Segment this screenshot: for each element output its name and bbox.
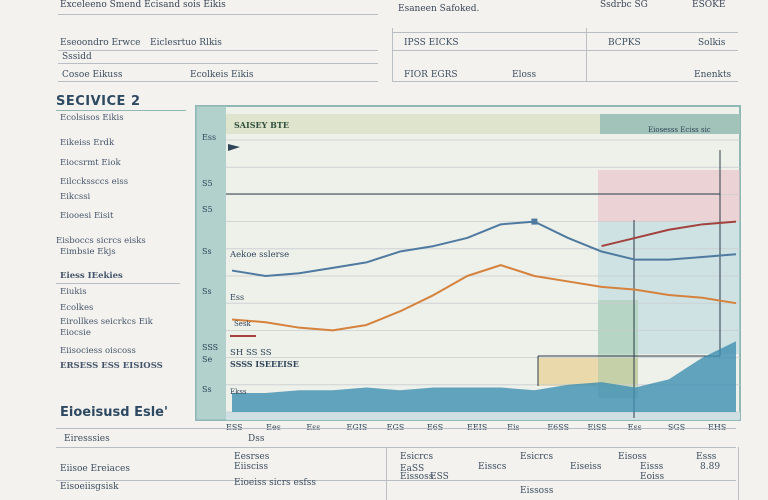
chart-ytick-label: SSS [202, 343, 218, 352]
sidebar-title: SECIVICE 2 [56, 94, 141, 109]
sidebar-group-item: ERSESS ESS EISIOSS [60, 361, 163, 371]
chart-annotation: SH SS SS [230, 348, 272, 358]
bottom-col-label: Eisoss [618, 452, 647, 462]
top-table-rule [392, 50, 738, 51]
bottom-item: Eisoeiisgsisk [60, 482, 119, 492]
top-table-row-label: Sssidd [62, 52, 92, 62]
sidebar-group-title: Eiess IEekies [60, 271, 123, 281]
sidebar-item: Eikcssi [60, 192, 91, 202]
sidebar-item: Eiooesi Eisit [60, 211, 114, 221]
sidebar-item: Eikeiss Erdk [60, 138, 115, 148]
bottom-cell: Eoiss [640, 472, 665, 482]
sidebar-item: Eiocsrmt Eiok [60, 158, 121, 168]
sidebar-group-item: Eiukis [60, 287, 87, 297]
bottom-item: Eiisoe Ereiaces [60, 464, 130, 474]
top-table-cell: Eloss [512, 70, 537, 80]
top-table-header-col-1: Ssdrbc SG [600, 0, 648, 10]
chart-ytick-label: Ess [202, 133, 216, 142]
bottom-col-label: Esicrcs [520, 452, 554, 462]
chart-annotation: Aekoe sslerse [229, 250, 289, 260]
bottom-cell: Eiisciss [234, 462, 269, 472]
top-table-header-left: Exceleeno Smend Ecisand sois Eikis [60, 0, 226, 10]
sidebar-item: Eimbsie Ekjs [60, 247, 116, 257]
bottom-rule [56, 428, 736, 429]
bottom-divider [738, 447, 739, 500]
sidebar-title-rule [56, 110, 186, 111]
series-line-orange [231, 264, 737, 332]
top-table-row-extra: Eiclesrtuo Rlkis [150, 38, 222, 48]
sidebar-group-item: Eirollkes seicrkcs Eik [60, 317, 153, 327]
chart-frame [195, 105, 741, 421]
chart-ytick-label: S5 [202, 205, 213, 214]
top-table-cell: Solkis [698, 38, 726, 48]
chart-yellow-panel [538, 358, 638, 386]
bottom-item: Eiresssies [64, 434, 110, 444]
chart-ytick-label: Ss [202, 385, 212, 394]
top-table-cell: Enenkts [694, 70, 732, 80]
sidebar-item: Ecolsisos Eikis [60, 113, 124, 123]
chart-annotation: SSSS ISEEEISE [230, 359, 299, 369]
top-table-header-mid: Esaneen Safoked. [398, 4, 480, 14]
top-table-cell: FIOR EGRS [404, 70, 458, 80]
top-table-divider [586, 28, 587, 82]
chart-left-band [196, 106, 226, 420]
chart-pointer-icon [228, 144, 240, 151]
series-line-blue [231, 220, 737, 277]
top-table-rule [58, 63, 378, 64]
bottom-col-label: Esss [696, 452, 717, 462]
top-table-rule [58, 14, 378, 15]
chart-header-band [226, 114, 740, 134]
top-table-rule [58, 50, 378, 51]
bottom-cell: Eisscs [478, 462, 507, 472]
chart-header-accent [600, 114, 740, 134]
chart-blue-panel [598, 222, 740, 354]
sidebar-item: Eilcckssccs eiss [60, 177, 129, 187]
chart-pink-panel [598, 170, 740, 222]
chart-annotation: Sesk [234, 320, 252, 328]
bottom-cell: Eissoss [520, 486, 554, 496]
sidebar-group-item: Ecolkes [60, 303, 94, 313]
chart-green-panel [598, 300, 638, 398]
peak-marker [531, 218, 538, 225]
chart-annotation: Ess [230, 293, 244, 302]
top-table-rule [58, 81, 378, 82]
bottom-section-title: Eioeisusd Esle' [60, 405, 168, 420]
bottom-cell: ESS [430, 472, 449, 482]
sidebar-group-item: Eiisociess oiscoss [60, 346, 136, 356]
bottom-cell: Eiseiss [570, 462, 602, 472]
bottom-col-label: Esicrcs [400, 452, 434, 462]
bottom-item: Eioeiss sicrs esfss [234, 478, 317, 488]
bottom-rule [56, 480, 736, 481]
top-table-cell: IPSS EICKS [404, 38, 459, 48]
bottom-cell: Eissoss [400, 472, 434, 482]
bottom-item: Dss [248, 434, 265, 444]
top-table-row-label: Eseoondro Erwce [60, 38, 141, 48]
bottom-rule [56, 447, 736, 448]
series-line-red [601, 220, 737, 248]
bottom-cell: Eisss [640, 462, 664, 472]
top-table-cell: BCPKS [608, 38, 641, 48]
chart-ytick-label: Ss [202, 287, 212, 296]
sidebar-group-rule [56, 283, 180, 284]
chart-ytick-label: Se [202, 355, 212, 364]
sidebar-group-item: Eiocsie [60, 328, 91, 338]
chart-ytick-label: Ss [202, 247, 212, 256]
top-table-row-label: Cosoe Eikuss [62, 70, 123, 80]
top-table-rule [392, 32, 738, 33]
top-table-rule [392, 81, 738, 82]
bottom-divider [386, 447, 387, 500]
top-table-header-col-2: ESOKE [692, 0, 726, 10]
chart-title: SAISEY BTE [234, 120, 289, 130]
top-table-divider [392, 28, 393, 82]
top-table-row-extra: Ecolkeis Eikis [190, 70, 254, 80]
chart-legend: Eiosesss Eciss sic [648, 126, 711, 134]
bottom-col-label: Eesrses [234, 452, 270, 462]
series-area-teal [232, 341, 736, 412]
chart-bottom-stripe [226, 412, 740, 420]
bottom-cell: 8.89 [700, 462, 721, 472]
chart-annotation: Ekss [230, 388, 247, 396]
sidebar-item: Eisboccs sicrcs eisks [56, 236, 146, 246]
bottom-cell: EaSS [400, 464, 425, 474]
chart-ytick-label: S5 [202, 179, 213, 188]
